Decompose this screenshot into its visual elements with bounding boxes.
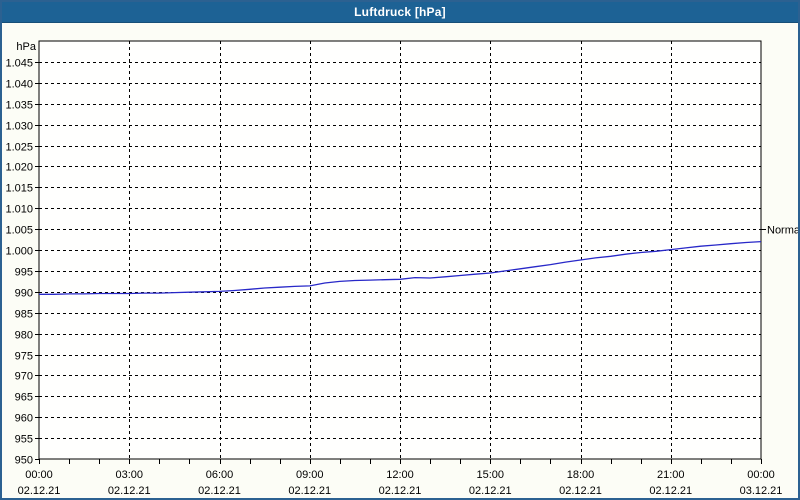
y-tick-label: 1.000: [5, 246, 33, 258]
x-tick-time-label: 00:00: [25, 469, 53, 481]
y-tick-label: 1.030: [5, 121, 33, 133]
window-titlebar: Luftdruck [hPa]: [2, 2, 798, 23]
y-tick-label: 1.025: [5, 142, 33, 154]
y-tick-label: 1.035: [5, 100, 33, 112]
pressure-series-line: [39, 240, 762, 295]
x-tick-date-label: 03.12.21: [740, 485, 783, 497]
y-tick-label: 975: [15, 351, 33, 363]
y-tick-label: 1.010: [5, 204, 33, 216]
y-tick-label: 960: [15, 413, 33, 425]
x-tick-date-label: 02.12.21: [18, 485, 61, 497]
window-title: Luftdruck [hPa]: [354, 5, 446, 19]
y-tick-label: 980: [15, 330, 33, 342]
y-tick-label: 1.005: [5, 225, 33, 237]
x-tick-time-label: 06:00: [206, 469, 234, 481]
x-tick-date-label: 02.12.21: [108, 485, 151, 497]
y-tick-label: 955: [15, 434, 33, 446]
y-tick-label: 1.045: [5, 58, 33, 70]
y-tick-label: 970: [15, 371, 33, 383]
y-tick-label: 1.040: [5, 79, 33, 91]
x-tick-date-label: 02.12.21: [469, 485, 512, 497]
x-tick-time-label: 00:00: [747, 469, 775, 481]
x-tick-time-label: 15:00: [476, 469, 504, 481]
chart-canvas: 950 955 960 965 970 975 980 985 990 995 1.000 1.005…: [5, 40, 798, 497]
x-tick-time-label: 03:00: [115, 469, 143, 481]
y-tick-label: 1.015: [5, 183, 33, 195]
x-tick-date-label: 02.12.21: [559, 485, 602, 497]
y-tick-label: 990: [15, 288, 33, 300]
x-tick-date-label: 02.12.21: [379, 485, 422, 497]
x-tick-date-label: 02.12.21: [288, 485, 331, 497]
x-tick-time-label: 21:00: [657, 469, 685, 481]
x-tick-time-label: 09:00: [296, 469, 324, 481]
y-tick-label: 965: [15, 392, 33, 404]
y-tick-label: 950: [15, 455, 33, 467]
y-tick-label: 995: [15, 267, 33, 279]
y-tick-label: 1.020: [5, 162, 33, 174]
x-tick-time-label: 18:00: [567, 469, 595, 481]
y-tick-label: 985: [15, 309, 33, 321]
pressure-chart: 950 955 960 965 970 975 980 985 990 995 1.000 1.005…: [2, 23, 798, 498]
y-axis-unit-label: hPa: [16, 41, 36, 53]
x-tick-date-label: 02.12.21: [198, 485, 241, 497]
x-tick-time-label: 12:00: [386, 469, 414, 481]
normal-marker-label: Normal: [767, 225, 798, 237]
x-tick-date-label: 02.12.21: [649, 485, 692, 497]
